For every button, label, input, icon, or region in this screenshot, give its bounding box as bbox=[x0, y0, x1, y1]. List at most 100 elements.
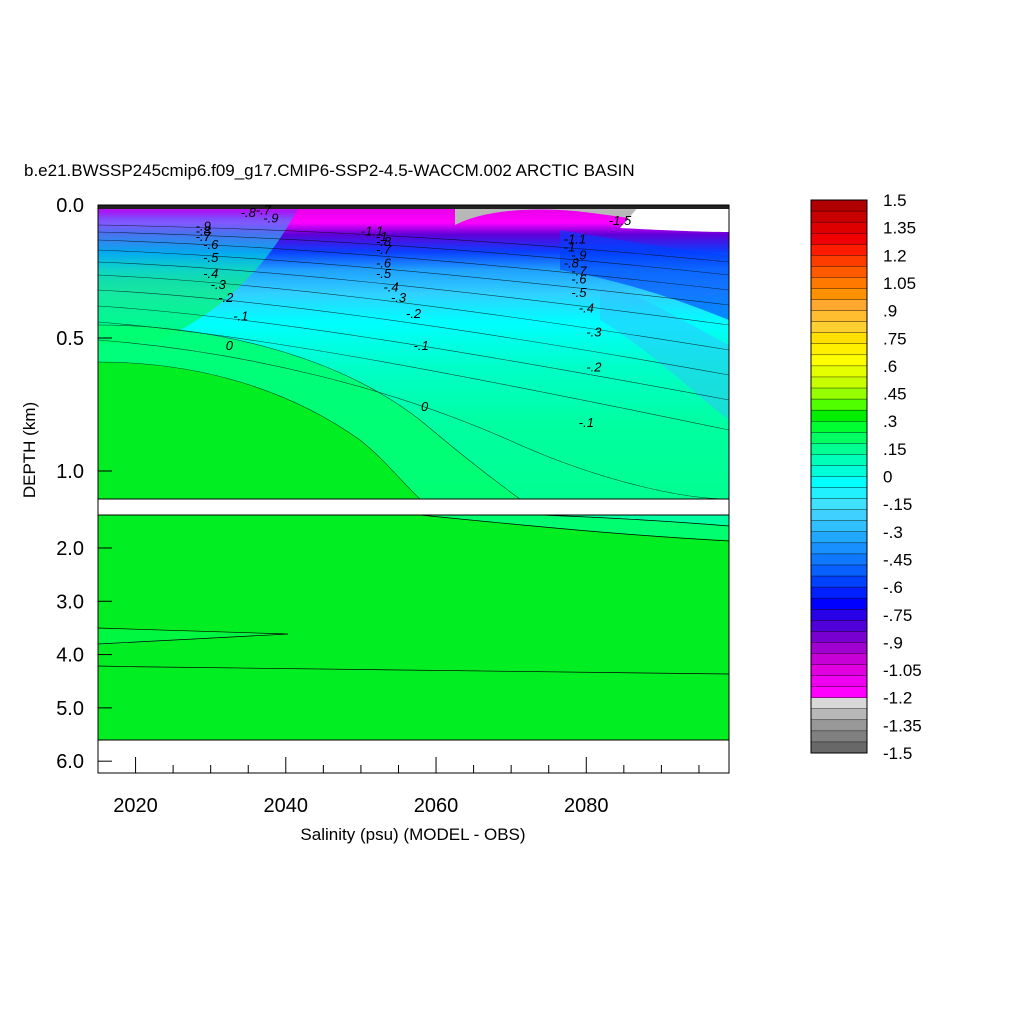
colorbar-label: .3 bbox=[883, 412, 897, 431]
x-axis-ticks: 2020 2040 2060 2080 bbox=[113, 757, 700, 817]
colorbar-swatch bbox=[810, 620, 868, 632]
colorbar-swatch bbox=[810, 553, 868, 566]
colorbar-swatch bbox=[810, 609, 868, 621]
colorbar-swatch bbox=[810, 476, 868, 489]
colorbar-swatch bbox=[810, 398, 868, 411]
colorbar-swatch bbox=[810, 277, 868, 289]
x-tick-label: 2080 bbox=[564, 795, 609, 817]
contour-label: -.2 bbox=[218, 290, 234, 305]
colorbar-swatch bbox=[810, 586, 868, 599]
contour-label: -1.1 bbox=[564, 232, 586, 247]
colorbar-label: -1.5 bbox=[883, 744, 912, 763]
y-tick-label: 0.0 bbox=[56, 195, 84, 217]
colorbar-swatch bbox=[810, 299, 868, 312]
contour-label: 0 bbox=[421, 399, 429, 414]
colorbar-swatch bbox=[810, 210, 868, 223]
y-tick-label: 5.0 bbox=[56, 698, 84, 720]
x-tick-label: 2040 bbox=[264, 795, 309, 817]
y-tick-label: 1.0 bbox=[56, 461, 84, 483]
contour-label: -.2 bbox=[586, 359, 602, 374]
contour-label: -.8 bbox=[241, 205, 257, 220]
colorbar-swatch bbox=[810, 199, 868, 212]
colorbar-swatch bbox=[810, 664, 868, 677]
y-tick-label: 6.0 bbox=[56, 751, 84, 773]
colorbar-label: -.15 bbox=[883, 495, 912, 514]
colorbar bbox=[810, 199, 868, 754]
colorbar-swatch bbox=[810, 321, 868, 334]
contour-label: -.6 bbox=[376, 256, 392, 271]
y-tick-label: 0.5 bbox=[56, 328, 84, 350]
colorbar-swatch bbox=[810, 730, 868, 743]
colorbar-label: -.45 bbox=[883, 550, 912, 569]
colorbar-swatch bbox=[810, 454, 868, 466]
x-tick-label: 2060 bbox=[414, 795, 459, 817]
colorbar-swatch bbox=[810, 564, 868, 577]
colorbar-swatch bbox=[810, 387, 868, 400]
contour-label: -.9 bbox=[196, 218, 211, 233]
contour-label: -.5 bbox=[376, 266, 392, 281]
contour-label: -.1 bbox=[579, 415, 594, 430]
colorbar-labels: 1.5 1.35 1.2 1.05 .9 .75 .6 .45 .3 .15 0 -.15 -.3 -.4… bbox=[883, 191, 922, 763]
lower-panel-field bbox=[98, 515, 729, 740]
contour-label: -.5 bbox=[203, 250, 219, 265]
colorbar-swatch bbox=[810, 343, 868, 356]
contour-label: -.7 bbox=[196, 229, 212, 244]
contour-label: -.6 bbox=[571, 271, 587, 286]
colorbar-swatch bbox=[810, 376, 868, 389]
upper-panel-frame bbox=[97, 204, 730, 500]
contour-label: -.5 bbox=[571, 285, 587, 300]
contour-label: -1 bbox=[376, 229, 388, 244]
colorbar-swatch bbox=[810, 575, 868, 588]
contour-label: -.3 bbox=[391, 290, 407, 305]
contour-label: -.9 bbox=[263, 210, 278, 225]
colorbar-swatch bbox=[810, 288, 868, 301]
colorbar-swatch bbox=[810, 509, 868, 522]
lower-panel-frame bbox=[97, 514, 730, 741]
colorbar-label: -1.05 bbox=[883, 661, 922, 680]
contour-label: -.6 bbox=[203, 237, 219, 252]
colorbar-label: -1.2 bbox=[883, 689, 912, 708]
colorbar-swatch bbox=[810, 310, 868, 323]
colorbar-swatch bbox=[810, 421, 868, 433]
colorbar-label: 0 bbox=[883, 468, 892, 487]
colorbar-swatch bbox=[810, 597, 868, 610]
contour-label: -.8 bbox=[564, 256, 580, 271]
contour-label: -.1 bbox=[233, 309, 248, 324]
contour-label: -.7 bbox=[376, 242, 392, 257]
colorbar-swatch bbox=[810, 697, 868, 710]
chart-title: b.e21.BWSSP245cmip6.f09_g17.CMIP6-SSP2-4… bbox=[24, 161, 635, 180]
colorbar-label: -1.35 bbox=[883, 716, 922, 735]
colorbar-swatch bbox=[810, 232, 868, 245]
colorbar-swatch bbox=[810, 631, 868, 643]
contour-label: -.4 bbox=[203, 266, 218, 281]
y-axis-label: DEPTH (km) bbox=[20, 402, 39, 498]
colorbar-swatch bbox=[810, 498, 868, 511]
upper-contour-lines bbox=[98, 224, 729, 499]
colorbar-swatch bbox=[810, 542, 868, 555]
contour-label: -.3 bbox=[586, 325, 602, 340]
colorbar-label: .9 bbox=[883, 302, 897, 321]
colorbar-label: 1.2 bbox=[883, 246, 907, 265]
colorbar-swatch bbox=[810, 642, 868, 654]
contour-labels: 00-.1-.1-.1-.2-.2-.2-.3-.3-.3-.4-.4-.4-.… bbox=[196, 202, 632, 430]
x-axis-label: Salinity (psu) (MODEL - OBS) bbox=[300, 825, 525, 844]
colorbar-frame bbox=[810, 199, 868, 754]
y-tick-label: 3.0 bbox=[56, 591, 84, 613]
colorbar-swatch bbox=[810, 255, 868, 267]
colorbar-swatch bbox=[810, 266, 868, 278]
contour-label: -.8 bbox=[376, 234, 392, 249]
y-tick-label: 4.0 bbox=[56, 645, 84, 667]
colorbar-swatch bbox=[810, 653, 868, 666]
colorbar-label: .45 bbox=[883, 385, 907, 404]
colorbar-label: 1.05 bbox=[883, 274, 916, 293]
colorbar-swatch bbox=[810, 332, 868, 345]
x-tick-label: 2020 bbox=[113, 795, 158, 817]
contour-label: -.4 bbox=[579, 301, 594, 316]
colorbar-swatch bbox=[810, 531, 868, 544]
contour-label: -.9 bbox=[571, 248, 586, 263]
colorbar-swatch bbox=[810, 675, 868, 688]
contour-label: -.4 bbox=[383, 279, 398, 294]
colorbar-label: -.3 bbox=[883, 523, 903, 542]
colorbar-swatch bbox=[810, 487, 868, 500]
contour-label: -1.1 bbox=[361, 224, 383, 239]
